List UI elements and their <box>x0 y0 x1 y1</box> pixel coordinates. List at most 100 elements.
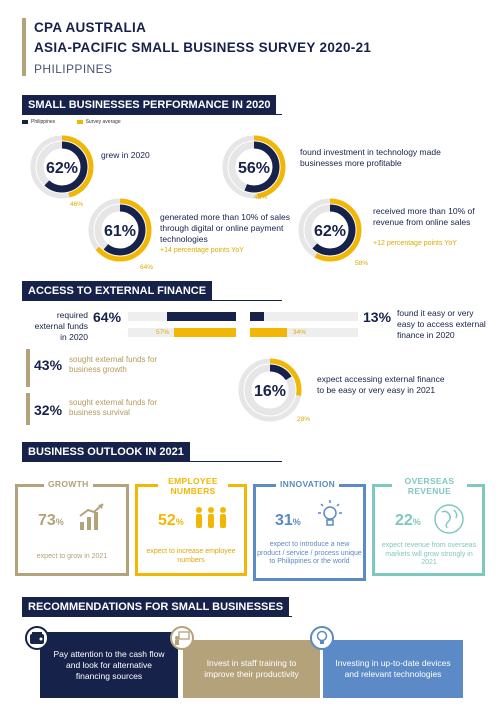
required-bar-fill <box>166 312 236 321</box>
section-title-performance: SMALL BUSINESSES PERFORMANCE IN 2020 <box>22 95 277 115</box>
recommendation-training: Invest in staff training to improve thei… <box>183 640 320 698</box>
donut-desc: grew in 2020 <box>101 150 150 160</box>
donut-value-arc <box>304 204 356 256</box>
donut-avg-label: 64% <box>140 264 154 271</box>
donut-avg-label: 46% <box>70 201 84 208</box>
recommendation-cash-flow: Pay attention to the cash flow and look … <box>40 632 178 698</box>
legend-item-philippines: Philippines <box>22 119 55 125</box>
card-desc: expect to introduce a new product / serv… <box>257 541 362 565</box>
card-innovation <box>253 484 366 581</box>
easy-avg-fill <box>250 328 287 337</box>
header-line-1: CPA AUSTRALIA <box>34 20 147 35</box>
section-underline <box>22 461 282 462</box>
required-bar-track <box>128 312 236 321</box>
growth-funds-label: sought external funds for business growt… <box>69 355 158 374</box>
card-percent: 31% <box>275 512 301 530</box>
recommendation-technology: Investing in up-to-date devices and rele… <box>323 640 463 698</box>
survival-accent <box>26 393 30 425</box>
required-funds-label: required external funds in 2020 <box>34 310 88 342</box>
donut-avg-arc <box>222 135 286 199</box>
required-avg-label: 57% <box>156 329 170 336</box>
growth-funds-value: 43% <box>34 357 63 373</box>
legend-item-average: Survey average <box>76 119 121 125</box>
donut-grew: 62% <box>30 135 94 199</box>
required-funds-value: 64% <box>93 309 122 325</box>
card-desc: expect to increase employee numbers <box>146 548 236 564</box>
card-percent: 52% <box>158 512 184 530</box>
title-accent-bar <box>22 18 26 76</box>
donut-value-label: 61% <box>104 223 136 240</box>
legend-label: Philippines <box>31 119 56 125</box>
donut-avg-arc <box>30 135 94 199</box>
legend: Philippines Survey average <box>22 119 121 125</box>
lightbulb-icon <box>310 626 334 650</box>
expect-label: expect accessing external finance to be … <box>317 374 445 395</box>
donut-yoy: +14 percentage points YoY <box>160 247 244 254</box>
donut-svg: 62% <box>30 135 94 199</box>
card-title: GROWTH <box>44 479 93 489</box>
card-title: INNOVATION <box>276 479 340 489</box>
card-percent: 22% <box>395 512 421 530</box>
recommendation-text: Pay attention to the cash flow and look … <box>53 648 165 681</box>
easy-avg-track <box>250 328 358 337</box>
header-country: PHILIPPINES <box>34 62 113 76</box>
donut-desc: generated more than 10% of sales through… <box>160 212 290 244</box>
donut-value-label: 62% <box>46 160 78 177</box>
donut-avg-arc <box>298 198 362 262</box>
donut-value-arc <box>94 204 146 256</box>
card-percent-value: 52 <box>158 512 176 529</box>
card-title: OVERSEAS REVENUE <box>392 476 467 496</box>
section-title-finance: ACCESS TO EXTERNAL FINANCE <box>22 281 213 301</box>
donut-value-label: 16% <box>254 383 286 400</box>
people-icon <box>196 507 226 528</box>
legend-swatch <box>22 119 28 124</box>
lightbulb-icon <box>318 500 342 526</box>
card-desc: expect to grow in 2021 <box>36 553 108 560</box>
donut-digital-payments: 61% <box>88 198 152 262</box>
card-percent-unit: % <box>55 517 64 527</box>
easy-label: found it easy or very easy to access ext… <box>397 308 486 340</box>
card-percent-unit: % <box>412 517 421 527</box>
donut-expect-finance: 16% <box>238 358 302 422</box>
section-underline <box>22 616 292 617</box>
donut-avg-label: 48% <box>254 194 268 201</box>
section-title-recommendations: RECOMMENDATIONS FOR SMALL BUSINESSES <box>22 597 290 617</box>
card-percent-unit: % <box>175 517 184 527</box>
donut-value-arc <box>36 141 88 193</box>
donut-yoy: +12 percentage points YoY <box>373 240 457 247</box>
easy-bar-fill <box>250 312 265 321</box>
donut-online-revenue: 62% <box>298 198 362 262</box>
donut-value-label: 56% <box>238 160 270 177</box>
legend-label: Survey average <box>85 119 121 125</box>
donut-desc: found investment in technology made busi… <box>300 147 441 168</box>
donut-svg: 61% <box>88 198 152 262</box>
donut-tech-profit: 56% <box>222 135 286 199</box>
donut-avg-label: 58% <box>355 260 369 267</box>
header-line-2: ASIA-PACIFIC SMALL BUSINESS SURVEY 2020-… <box>34 40 372 55</box>
expect-avg-label: 28% <box>297 416 311 423</box>
training-icon <box>170 626 194 650</box>
donut-avg-arc <box>238 358 302 422</box>
card-desc: expect revenue from overseas markets wil… <box>381 542 477 566</box>
donut-svg: 62% <box>298 198 362 262</box>
legend-swatch <box>76 119 83 124</box>
section-underline <box>22 300 282 301</box>
easy-value: 13% <box>363 309 392 325</box>
card-percent-unit: % <box>292 517 301 527</box>
card-title: EMPLOYEE NUMBERS <box>158 476 228 496</box>
donut-value-arc <box>244 364 296 416</box>
growth-accent <box>26 349 30 387</box>
wallet-icon <box>25 626 49 650</box>
survival-funds-value: 32% <box>34 402 63 418</box>
card-percent: 73% <box>38 512 64 530</box>
donut-svg: 16% <box>238 358 302 422</box>
donut-value-label: 62% <box>314 223 346 240</box>
globe-icon <box>434 504 464 534</box>
section-title-outlook: BUSINESS OUTLOOK IN 2021 <box>22 442 190 462</box>
section-underline <box>22 114 282 115</box>
recommendation-text: Investing in up-to-date devices and rele… <box>335 658 451 679</box>
donut-value-arc <box>228 141 280 193</box>
card-percent-value: 73 <box>38 512 56 529</box>
easy-avg-label: 34% <box>293 329 307 336</box>
donut-svg: 56% <box>222 135 286 199</box>
